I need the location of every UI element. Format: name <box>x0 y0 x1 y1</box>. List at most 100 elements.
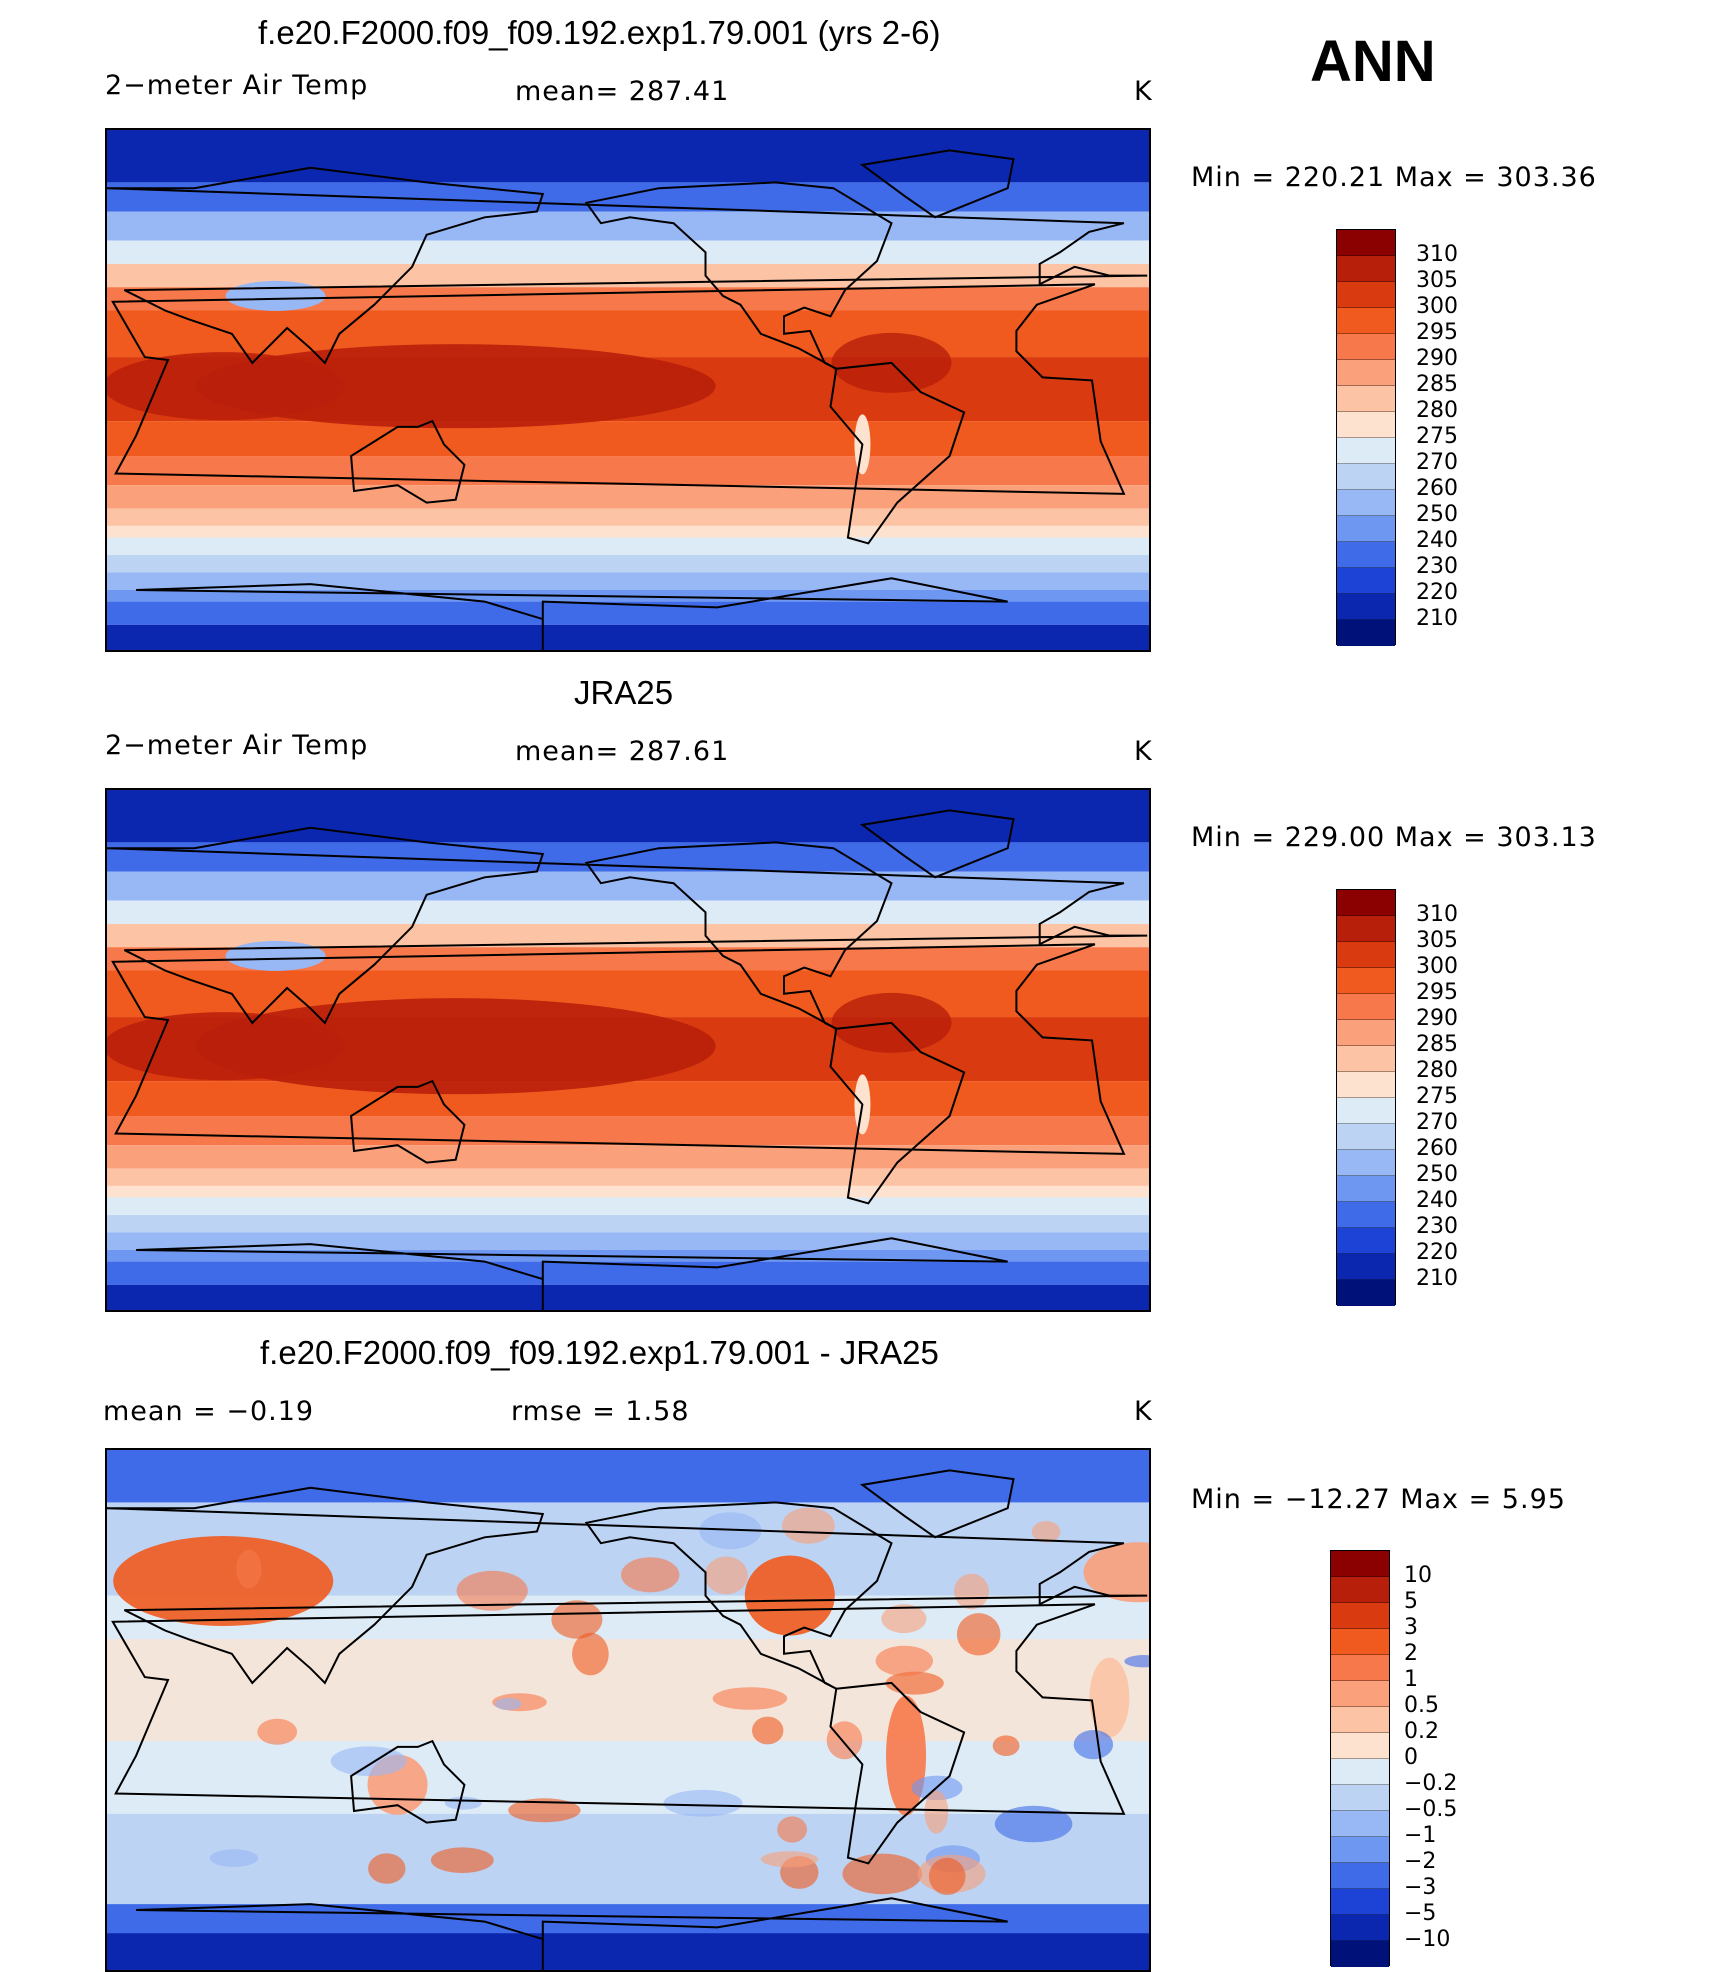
anomaly-patch <box>508 1798 581 1823</box>
colorbar-diff: 10 5 3 2 1 0.5 0.2 0 −0.2 −0.5 −1 −2 −3 −5 −10 <box>1330 1550 1480 1967</box>
colorbar-tick-label: 230 <box>1416 554 1458 579</box>
colorbar-swatch <box>1337 568 1395 594</box>
season-label: ANN <box>1310 29 1436 94</box>
anomaly-patch <box>954 1573 989 1610</box>
anomaly-patch <box>924 1790 949 1834</box>
colorbar-tick-label: 210 <box>1416 1266 1458 1291</box>
coastline-greenland <box>859 149 1015 219</box>
colorbar-tick-label: 290 <box>1416 1006 1458 1031</box>
colorbar-tick-label: 240 <box>1416 1188 1458 1213</box>
colorbar-tick-label: 300 <box>1416 294 1458 319</box>
colorbar-tick-label: 3 <box>1404 1615 1418 1640</box>
colorbar-tick-label: 5 <box>1404 1589 1418 1614</box>
contour-band <box>107 310 1149 358</box>
colorbar-tick-label: 290 <box>1416 346 1458 371</box>
coastline-africa <box>111 1603 1126 1815</box>
colorbar-swatch <box>1331 1863 1389 1889</box>
colorbar-swatch <box>1337 1202 1395 1228</box>
contour-band <box>107 1197 1149 1216</box>
contour-band <box>107 1168 1149 1186</box>
contour-band <box>107 555 1149 573</box>
anomaly-patch <box>1073 1730 1114 1760</box>
colorbar-tick-label: 280 <box>1416 1058 1458 1083</box>
colorbar-model: 310 305 300 295 290 285 280 275 270 260 250 240 230 2… <box>1336 229 1476 646</box>
anomaly-patch <box>456 1570 528 1611</box>
coastline-antarctica <box>136 1237 1008 1310</box>
colorbar-tick-label: 2 <box>1404 1641 1418 1666</box>
coastline-americaN <box>584 181 893 370</box>
contour-band <box>107 624 1149 650</box>
coastline-australia <box>350 1079 466 1164</box>
warm-anomaly <box>113 1536 334 1626</box>
colorbar-tick-label: 250 <box>1416 1162 1458 1187</box>
warm-pool <box>195 344 716 429</box>
colorbar-swatch <box>1331 1785 1389 1811</box>
anomaly-patch <box>236 1549 262 1589</box>
colorbar-swatch <box>1337 1046 1395 1072</box>
contour-band <box>107 1284 1149 1310</box>
colorbar-swatch <box>1337 1124 1395 1150</box>
colorbar-tick-label: 310 <box>1416 902 1458 927</box>
contour-band <box>107 456 1149 486</box>
colorbar-swatch <box>1337 1020 1395 1046</box>
colorbar-swatch <box>1331 1603 1389 1629</box>
mean-label-obs: mean= 287.61 <box>515 736 730 767</box>
colorbar-swatch <box>1331 1681 1389 1707</box>
contour-band <box>107 1145 1149 1169</box>
colorbar-tick-label: 10 <box>1404 1563 1432 1588</box>
contour-band <box>107 211 1149 241</box>
warm-anomaly <box>744 1555 835 1636</box>
colorbar-tick-label: 300 <box>1416 954 1458 979</box>
coastline-antarctica <box>136 577 1008 650</box>
contour-band <box>107 508 1149 526</box>
rmse-label-diff: rmse = 1.58 <box>511 1396 690 1427</box>
coastline-americaS <box>829 361 966 545</box>
diff-band <box>107 1933 1149 1970</box>
colorbar-tick-label: −2 <box>1404 1849 1437 1874</box>
colorbar-swatch <box>1337 1228 1395 1254</box>
anomaly-patch <box>956 1613 1001 1656</box>
anomaly-patch <box>444 1796 482 1810</box>
colorbar-swatch <box>1337 308 1395 334</box>
colorbar-swatch <box>1337 490 1395 516</box>
contour-band <box>107 1116 1149 1146</box>
anomaly-patch <box>760 1851 818 1868</box>
colorbar-swatch <box>1337 1176 1395 1202</box>
anomaly-patch <box>209 1849 259 1867</box>
warm-pool <box>107 1012 344 1081</box>
contour-band <box>107 525 1149 538</box>
coastline-americaN <box>584 1501 893 1690</box>
anomaly-patch <box>826 1721 863 1760</box>
contour-band <box>107 900 1149 924</box>
units-label-diff: K <box>1134 1396 1153 1427</box>
variable-label-model: 2−meter Air Temp <box>105 70 369 101</box>
colorbar-tick-label: 0.2 <box>1404 1719 1439 1744</box>
colorbar-swatches-0 <box>1336 229 1396 646</box>
colorbar-tick-label: −3 <box>1404 1875 1437 1900</box>
contour-band <box>107 923 1149 948</box>
colorbar-swatches-1 <box>1336 889 1396 1306</box>
cold-region <box>225 280 326 311</box>
warm-anomaly <box>1089 1657 1130 1738</box>
colorbar-swatch <box>1331 1837 1389 1863</box>
colorbar-tick-label: 260 <box>1416 476 1458 501</box>
colorbar-tick-label: 295 <box>1416 980 1458 1005</box>
anomaly-patch <box>875 1645 933 1677</box>
coastline-americaN <box>584 841 893 1030</box>
contour-band <box>107 601 1149 625</box>
colorbar-tick-label: 305 <box>1416 928 1458 953</box>
anomaly-patch <box>885 1671 944 1695</box>
mean-label-model: mean= 287.41 <box>515 76 730 107</box>
anomaly-patch <box>842 1853 923 1895</box>
colorbar-tick-label: 220 <box>1416 580 1458 605</box>
colorbar-swatch <box>1331 1655 1389 1681</box>
coastline-eurasia <box>107 826 1148 1025</box>
colorbar-tick-label: 285 <box>1416 1032 1458 1057</box>
contour-band <box>107 1081 1149 1117</box>
panel-title-obs: JRA25 <box>574 674 674 711</box>
colorbar-tick-label: 310 <box>1416 242 1458 267</box>
colorbar-swatch <box>1337 594 1395 620</box>
colorbar-swatch <box>1331 1733 1389 1759</box>
anomaly-patch <box>992 1735 1020 1756</box>
model-temperature-map <box>105 128 1151 652</box>
